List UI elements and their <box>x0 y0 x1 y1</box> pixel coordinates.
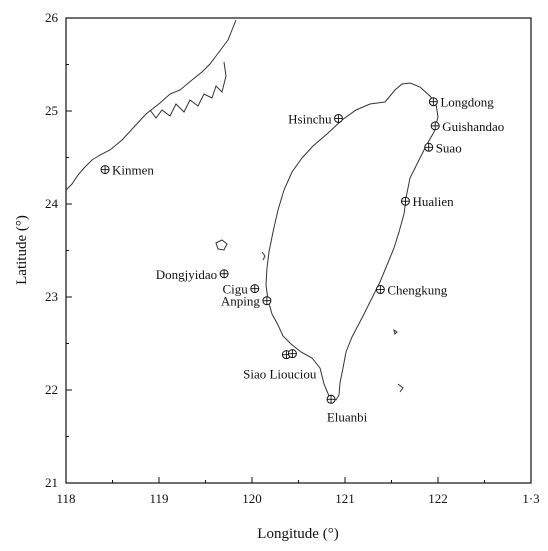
mainland-coast-detail <box>149 61 227 119</box>
station-marker: Hualien <box>400 194 454 209</box>
islet-3 <box>397 383 404 393</box>
station-label: Hualien <box>412 194 454 209</box>
x-tick-label: 122 <box>428 491 448 506</box>
x-tick-label: 120 <box>242 491 262 506</box>
station-marker: Chengkung <box>375 283 448 298</box>
mainland-coastline <box>65 19 237 191</box>
penghu-islands <box>215 239 228 251</box>
coastline-layer <box>65 19 439 401</box>
taiwan-coastline <box>265 82 439 401</box>
x-tick-label: 121 <box>335 491 355 506</box>
y-tick-label: 25 <box>45 103 58 118</box>
x-tick-label: 119 <box>149 491 168 506</box>
islet-1 <box>261 251 266 261</box>
station-marker: Eluanbi <box>326 394 368 424</box>
x-axis-label: Longitude (°) <box>257 526 338 542</box>
station-label: Cigu <box>222 282 248 297</box>
station-label: Eluanbi <box>327 409 368 424</box>
station-marker: Longdong <box>428 95 494 110</box>
x-tick-label: 1·3 <box>522 491 539 506</box>
station-label: Guishandao <box>442 119 504 134</box>
y-tick-label: 24 <box>45 196 59 211</box>
station-label: Dongjyidao <box>156 267 217 282</box>
station-marker: Guishandao <box>430 119 504 134</box>
station-marker: Kinmen <box>100 163 154 178</box>
x-axis-ticks: 118 119 120 121 122 1·3 <box>56 477 540 506</box>
station-marker: Hsinchu <box>288 111 343 126</box>
station-label: Suao <box>436 140 462 155</box>
station-marker: Suao <box>424 140 462 155</box>
station-marker: Anping <box>221 294 272 309</box>
station-label: Longdong <box>440 95 494 110</box>
y-axis-label: Latitude (°) <box>14 215 30 285</box>
y-axis-ticks: 21 22 23 24 25 26 <box>45 10 72 490</box>
y-tick-label: 21 <box>45 475 58 490</box>
station-marker: Cigu <box>222 282 260 297</box>
station-markers: Longdong Guishandao Suao Hualien Chengkung El… <box>100 95 504 424</box>
y-tick-label: 23 <box>45 289 58 304</box>
station-marker-secondary <box>287 349 297 359</box>
plot-frame <box>65 17 532 484</box>
station-label: Anping <box>221 294 261 309</box>
station-label: Siao Liouciou <box>243 367 317 382</box>
islet-2 <box>393 328 398 335</box>
y-tick-label: 26 <box>45 10 59 25</box>
station-label: Kinmen <box>112 163 154 178</box>
station-label: Chengkung <box>387 283 447 298</box>
station-marker: Dongjyidao <box>156 267 229 282</box>
station-label: Hsinchu <box>288 111 332 126</box>
y-tick-label: 22 <box>45 382 58 397</box>
x-tick-label: 118 <box>56 491 75 506</box>
